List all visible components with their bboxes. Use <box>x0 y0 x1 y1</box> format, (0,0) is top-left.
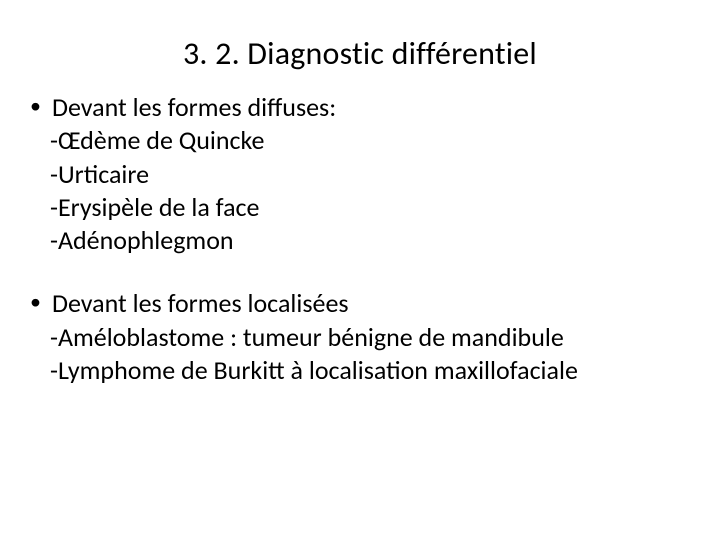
slide: 3. 2. Diagnostic différentiel • Devant l… <box>0 34 720 540</box>
sub-item: -Urticaire <box>28 158 700 191</box>
sub-item: -Améloblastome : tumeur bénigne de mandi… <box>28 321 700 354</box>
bullet-lead: Devant les formes diffuses: <box>52 91 700 124</box>
section-spacer <box>28 257 700 287</box>
sub-item: -Erysipèle de la face <box>28 191 700 224</box>
slide-title: 3. 2. Diagnostic différentiel <box>0 34 720 73</box>
bullet-item: • Devant les formes diffuses: <box>28 91 700 124</box>
bullet-item: • Devant les formes localisées <box>28 287 700 320</box>
slide-body: • Devant les formes diffuses: -Œdème de … <box>0 91 720 387</box>
sub-item: -Œdème de Quincke <box>28 124 700 157</box>
bullet-lead: Devant les formes localisées <box>52 287 700 320</box>
sub-item: -Adénophlegmon <box>28 224 700 257</box>
sub-item: -Lymphome de Burkitt à localisation maxi… <box>28 354 700 387</box>
bullet-dot-icon: • <box>28 287 52 318</box>
bullet-dot-icon: • <box>28 91 52 122</box>
